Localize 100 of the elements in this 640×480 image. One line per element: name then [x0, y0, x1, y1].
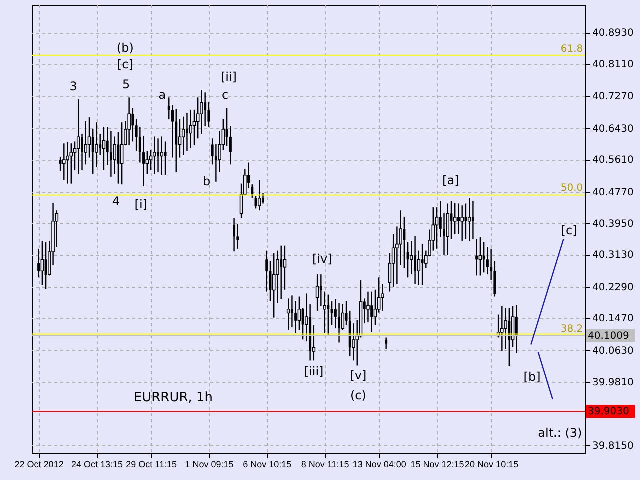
- candlestick: [189, 109, 192, 149]
- candlestick: [286, 298, 290, 331]
- candlestick: [320, 274, 322, 307]
- candlestick: [164, 141, 167, 176]
- candlestick: [464, 203, 468, 240]
- candlestick: [385, 337, 388, 350]
- annotation: 4: [112, 194, 120, 209]
- candlestick: [160, 136, 164, 176]
- candlestick: [200, 89, 204, 135]
- candlestick: [515, 304, 518, 354]
- candlestick: [476, 238, 478, 276]
- x-tick-label: 13 Nov 04:00: [352, 460, 406, 470]
- candlestick: [153, 136, 156, 175]
- y-tick-label: 40.5610: [592, 155, 634, 166]
- candlestick: [38, 248, 40, 278]
- candlestick: [59, 156, 62, 172]
- candlestick: [316, 274, 320, 312]
- candlestick: [186, 112, 188, 152]
- candlestick: [406, 241, 410, 278]
- y-tick-label: 40.6430: [592, 124, 634, 135]
- candlestick: [229, 126, 232, 166]
- candlestick: [450, 200, 453, 240]
- annotation: 38.2: [560, 324, 584, 336]
- annotation: [b]: [524, 370, 541, 384]
- candlestick: [178, 118, 182, 158]
- y-tick-label: 40.8110: [592, 59, 634, 70]
- x-tick-label: 6 Nov 10:15: [243, 460, 292, 470]
- candlestick: [254, 195, 258, 210]
- candlestick: [272, 252, 276, 318]
- annotation: a: [158, 88, 166, 102]
- ref-line-label: 40.1009: [588, 330, 630, 342]
- candlestick: [182, 116, 186, 156]
- y-tick-label: 40.8930: [592, 28, 634, 40]
- candlestick: [76, 98, 80, 175]
- candlestick: [258, 179, 262, 212]
- y-tick-label: 40.7270: [592, 92, 634, 103]
- annotation: [c]: [117, 57, 134, 72]
- candlestick: [172, 104, 174, 158]
- candlestick: [482, 241, 486, 274]
- y-tick-label: 39.9810: [592, 377, 634, 388]
- x-tick-label: 20 Nov 10:15: [465, 460, 519, 470]
- y-tick-label: 40.3950: [592, 218, 634, 230]
- annotation: 50.0: [560, 183, 584, 194]
- candlestick: [500, 306, 504, 352]
- candlestick: [70, 143, 74, 184]
- candlestick: [175, 108, 178, 173]
- candlestick: [81, 133, 84, 172]
- candlestick: [110, 130, 112, 178]
- annotation: b: [202, 174, 211, 189]
- candlestick: [443, 212, 446, 256]
- annotation: EURRUR, 1h: [134, 390, 214, 406]
- x-tick-label: 15 Nov 12:15: [410, 460, 464, 470]
- candlestick: [453, 202, 457, 235]
- x-tick-label: 22 Oct 2012: [14, 460, 64, 470]
- candlestick: [472, 200, 474, 240]
- candlestick: [457, 203, 460, 235]
- annotation: (b): [116, 41, 134, 56]
- candlestick: [478, 236, 482, 276]
- x-tick-label: 29 Oct 11:15: [126, 460, 177, 470]
- y-tick-label: 40.1470: [592, 314, 634, 325]
- candlestick: [132, 107, 134, 142]
- annotation: [c]: [561, 223, 578, 238]
- candlestick: [370, 291, 374, 333]
- annotation: [i]: [134, 198, 148, 212]
- candlestick: [266, 250, 268, 292]
- candlestick: [421, 243, 424, 286]
- candlestick: [44, 242, 48, 290]
- candlestick: [262, 192, 264, 204]
- y-tick-label: 40.0630: [592, 346, 634, 357]
- candlestick: [117, 132, 120, 184]
- candlestick: [214, 144, 218, 183]
- candlestick: [414, 236, 417, 285]
- annotation: c: [222, 88, 229, 102]
- candlestick: [120, 122, 124, 186]
- annotation: [iv]: [312, 252, 332, 266]
- candlestick: [62, 143, 66, 181]
- candlestick: [330, 300, 334, 326]
- annotation: 3: [70, 80, 78, 94]
- annotation: [a]: [442, 174, 460, 188]
- x-tick-label: 1 Nov 09:15: [185, 460, 234, 470]
- candlestick: [40, 240, 44, 286]
- candlestick: [157, 138, 160, 173]
- candlestick: [99, 133, 102, 156]
- annotation: alt.: (3): [538, 426, 582, 440]
- annotation: (c): [350, 388, 366, 402]
- candlestick: [403, 216, 406, 269]
- candlestick: [338, 302, 341, 344]
- annotation: [v]: [350, 368, 367, 382]
- annotation: [iii]: [304, 364, 324, 378]
- candlestick: [280, 245, 283, 300]
- y-tick-label: 39.8150: [592, 440, 634, 452]
- ref-line-label: 39.9030: [588, 406, 630, 418]
- candlestick: [66, 142, 70, 184]
- y-tick-label: 40.4770: [592, 187, 634, 198]
- candlestick: [204, 92, 207, 127]
- annotation: 5: [122, 78, 130, 92]
- annotation: 61.8: [560, 44, 584, 56]
- candlestick: [327, 294, 330, 336]
- candlestick: [468, 197, 472, 242]
- candlestick: [128, 97, 131, 146]
